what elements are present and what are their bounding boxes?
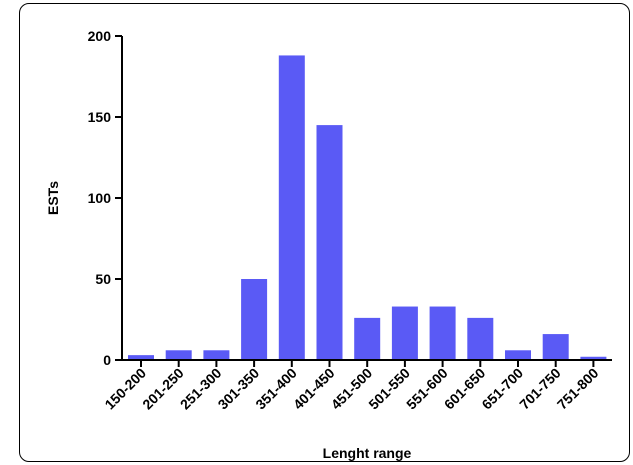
x-ticks-group: 150-200201-250251-300301-350351-400401-4… [101, 360, 602, 413]
y-axis-title: ESTs [45, 181, 61, 215]
bar-601-650 [467, 317, 494, 360]
y-tick-label: 50 [95, 271, 111, 287]
y-ticks-group: 0 50 100 150 200 [88, 28, 122, 368]
bar-351-400 [278, 55, 305, 360]
bar-301-350 [241, 279, 268, 360]
bars-group [128, 55, 607, 360]
y-tick-label: 0 [103, 352, 111, 368]
bar-451-500 [354, 317, 381, 360]
bar-150-200 [128, 355, 154, 360]
bar-751-800 [580, 356, 607, 360]
bar-501-550 [391, 306, 418, 360]
y-tick-label: 200 [88, 28, 112, 44]
bar-251-300 [203, 350, 230, 360]
y-tick-label: 150 [88, 109, 112, 125]
bar-551-600 [429, 306, 456, 360]
bar-701-750 [542, 334, 569, 360]
bar-401-450 [316, 125, 343, 360]
bar-201-250 [165, 350, 192, 360]
x-tick-label: 751-800 [554, 365, 602, 413]
y-tick-label: 100 [88, 190, 112, 206]
x-axis-title: Lenght range [323, 445, 412, 461]
bar-651-700 [505, 350, 531, 360]
